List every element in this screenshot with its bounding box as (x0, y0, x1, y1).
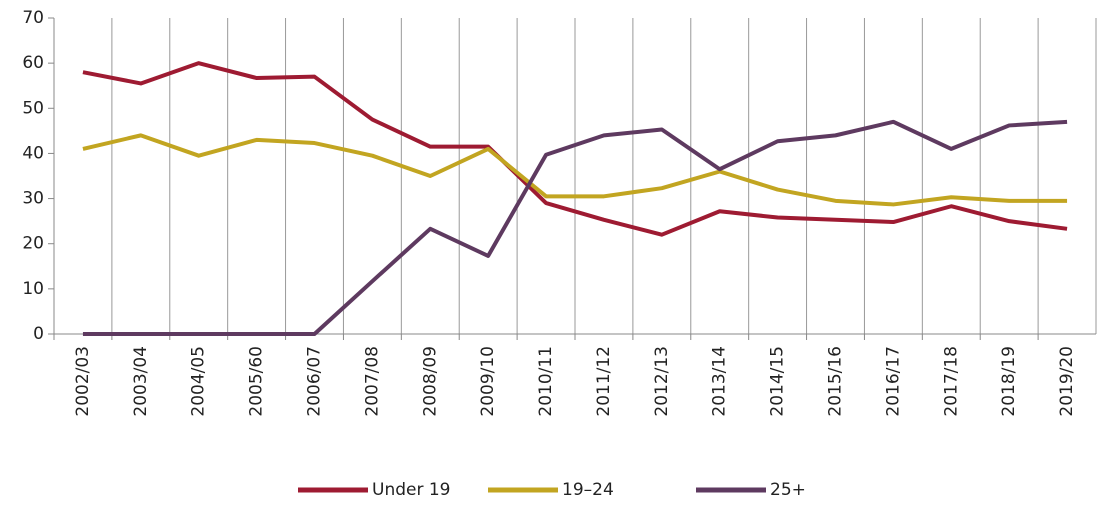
x-tick-label: 2016/17 (883, 346, 903, 417)
x-tick-label: 2007/08 (362, 346, 382, 417)
y-tick-label: 50 (22, 98, 44, 118)
legend-label: 19–24 (562, 480, 614, 500)
legend-label: 25+ (770, 480, 806, 500)
x-tick-label: 2013/14 (710, 346, 730, 417)
y-tick-label: 40 (22, 143, 44, 163)
y-tick-label: 70 (22, 8, 44, 28)
y-tick-label: 10 (22, 279, 44, 299)
x-tick-label: 2014/15 (768, 346, 788, 417)
y-tick-label: 0 (33, 324, 44, 344)
x-tick-label: 2019/20 (1057, 346, 1077, 417)
x-tick-label: 2006/07 (305, 346, 325, 417)
x-tick-label: 2004/05 (189, 346, 209, 417)
series-line (82, 133, 1068, 207)
x-tick-label: 2002/03 (73, 346, 93, 417)
x-tick-label: 2009/10 (478, 346, 498, 417)
x-tick-label: 2011/12 (594, 346, 614, 417)
x-tick-label: 2015/16 (826, 346, 846, 417)
x-tick-label: 2017/18 (941, 346, 961, 417)
x-tick-label: 2008/09 (420, 346, 440, 417)
legend-label: Under 19 (372, 480, 451, 500)
x-tick-label: 2003/04 (131, 346, 151, 417)
x-tick-label: 2005/60 (247, 346, 267, 417)
x-tick-label: 2018/19 (999, 346, 1019, 417)
series-line (82, 61, 1068, 237)
x-tick-label: 2012/13 (652, 346, 672, 417)
y-tick-label: 20 (22, 234, 44, 254)
series-line (82, 119, 1068, 336)
y-tick-label: 60 (22, 53, 44, 73)
y-tick-label: 30 (22, 189, 44, 209)
x-tick-label: 2010/11 (536, 346, 556, 417)
